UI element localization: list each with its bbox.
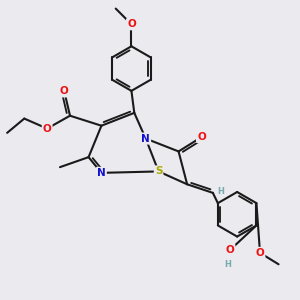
Text: N: N	[97, 168, 106, 178]
Text: N: N	[141, 134, 150, 144]
Text: O: O	[256, 248, 264, 258]
Text: O: O	[226, 245, 234, 255]
Text: O: O	[43, 124, 52, 134]
Text: S: S	[155, 167, 162, 176]
Text: O: O	[60, 86, 69, 96]
Text: H: H	[218, 187, 224, 196]
Text: O: O	[197, 132, 206, 142]
Text: O: O	[127, 19, 136, 29]
Text: H: H	[224, 260, 231, 269]
